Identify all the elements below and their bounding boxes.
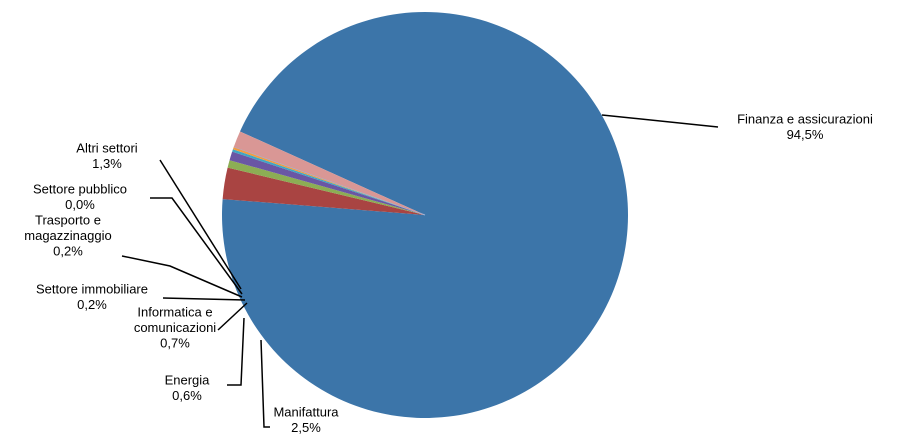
slice-label: Settore pubblico 0,0% bbox=[33, 181, 127, 212]
slice-value-label: 0,6% bbox=[172, 388, 202, 403]
slice-label: Informatica e comunicazioni 0,7% bbox=[134, 305, 216, 351]
pie-slice bbox=[222, 11, 629, 418]
slice-category-label: Informatica e bbox=[137, 305, 212, 320]
slice-label: Settore immobiliare 0,2% bbox=[36, 281, 148, 312]
slice-label: Finanza e assicurazioni 94,5% bbox=[737, 111, 873, 142]
slice-category-label: Altri settori bbox=[76, 140, 138, 155]
leader-line bbox=[260, 339, 270, 428]
pie-slice bbox=[233, 146, 426, 216]
leader-line bbox=[150, 197, 243, 295]
slice-category-label: comunicazioni bbox=[134, 320, 216, 335]
slice-category-label: Settore pubblico bbox=[33, 181, 127, 196]
slice-value-label: 1,3% bbox=[92, 156, 122, 171]
slice-label: Energia 0,6% bbox=[165, 372, 211, 403]
leader-line bbox=[227, 317, 245, 386]
slice-category-label: Finanza e assicurazioni bbox=[737, 111, 873, 126]
slice-category-label: magazzinaggio bbox=[24, 228, 111, 243]
slice-label: Altri settori 1,3% bbox=[76, 140, 138, 171]
leader-line bbox=[601, 114, 719, 128]
slice-value-label: 94,5% bbox=[787, 127, 824, 142]
leader-line bbox=[159, 159, 242, 290]
pie-slices bbox=[222, 11, 629, 418]
pie-slice bbox=[232, 149, 425, 215]
slice-labels: Finanza e assicurazioni 94,5% Manifattura 2… bbox=[24, 111, 873, 435]
leader-line bbox=[121, 255, 243, 298]
leader-lines bbox=[121, 114, 719, 428]
slice-category-label: Trasporto e bbox=[35, 213, 101, 228]
pie-slice bbox=[222, 167, 425, 215]
slice-category-label: Settore immobiliare bbox=[36, 281, 148, 296]
leader-line bbox=[217, 302, 248, 331]
pie-slice bbox=[229, 151, 425, 215]
slice-value-label: 0,2% bbox=[77, 297, 107, 312]
slice-label: Manifattura 2,5% bbox=[273, 404, 339, 435]
slice-value-label: 2,5% bbox=[291, 420, 321, 435]
pie-slice bbox=[227, 160, 425, 215]
slice-value-label: 0,0% bbox=[65, 197, 95, 212]
leader-line bbox=[162, 297, 246, 301]
slice-value-label: 0,2% bbox=[53, 244, 83, 259]
pie-slice bbox=[233, 131, 425, 215]
slice-category-label: Energia bbox=[165, 372, 211, 387]
slice-label: Trasporto e magazzinaggio 0,2% bbox=[24, 213, 111, 259]
slice-value-label: 0,7% bbox=[160, 336, 190, 351]
slice-category-label: Manifattura bbox=[273, 404, 339, 419]
